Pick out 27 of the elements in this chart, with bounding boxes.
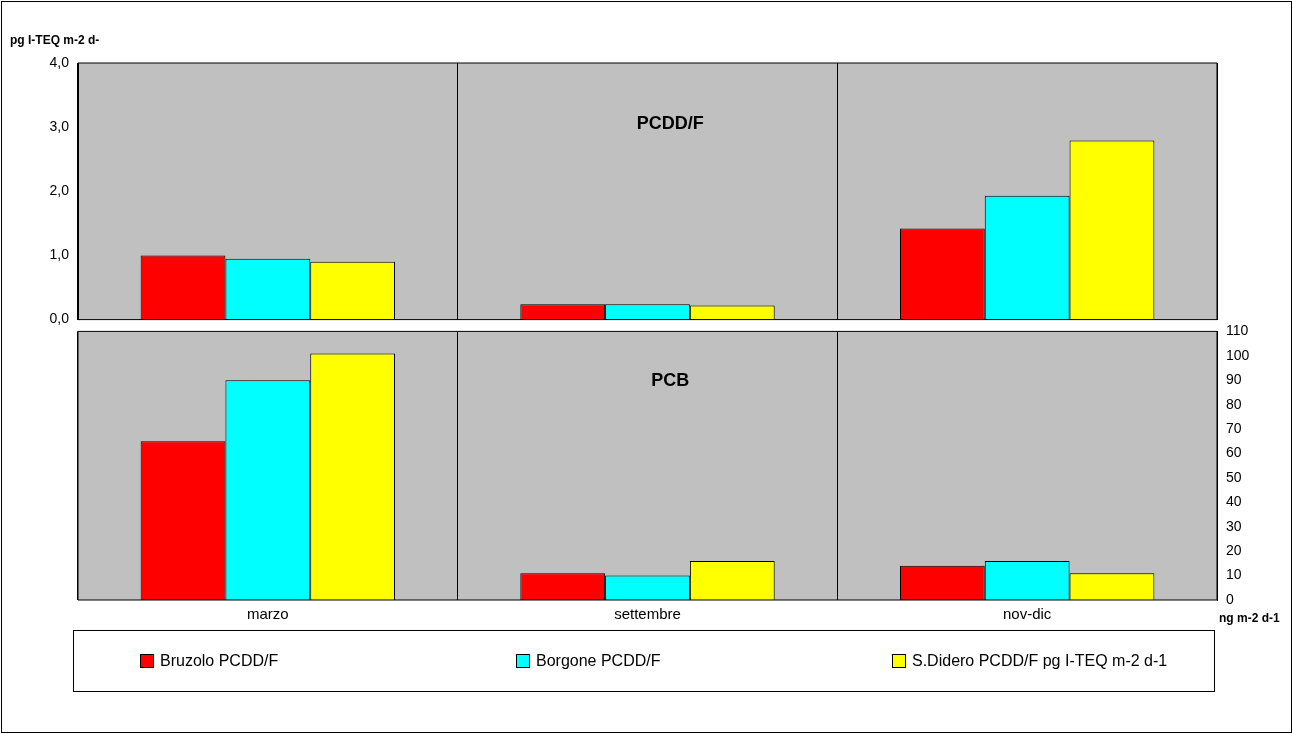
legend-label: Borgone PCDD/F [536, 652, 661, 670]
y2-tick-label: 10 [1226, 566, 1242, 583]
y2-tick-label: 100 [1226, 346, 1250, 363]
y2-axis-title: ng m-2 d-1 [1219, 611, 1280, 626]
y2-tick-label: 20 [1226, 542, 1242, 559]
y2-tick-label: 0 [1226, 590, 1234, 607]
legend-label: Bruzolo PCDD/F [160, 652, 279, 670]
y2-tick-label: 30 [1226, 517, 1242, 534]
y-tick-label: 0,0 [49, 310, 70, 327]
x-tick-label: nov-dic [1002, 605, 1052, 623]
y-axis-title: pg I-TEQ m-2 d- [10, 33, 100, 48]
text: PCDD/F [636, 112, 704, 133]
y2-tick-label: 80 [1226, 395, 1242, 412]
x-tick-label: settembre [614, 605, 681, 623]
legend-label: S.Didero PCDD/F pg I-TEQ m-2 d-1 [912, 652, 1168, 670]
y2-tick-label: 90 [1226, 371, 1242, 388]
y2-tick-label: 70 [1226, 419, 1242, 436]
text: PCB [651, 370, 690, 391]
y2-tick-label: 40 [1226, 493, 1242, 510]
y-tick-label: 1,0 [49, 246, 70, 263]
y2-tick-label: 50 [1226, 468, 1242, 485]
y-tick-label: 4,0 [49, 53, 70, 70]
y-tick-label: 2,0 [49, 182, 70, 199]
y2-tick-label: 110 [1226, 322, 1249, 339]
y2-tick-label: 60 [1226, 444, 1242, 461]
x-tick-label: marzo [246, 605, 289, 623]
y-tick-label: 3,0 [49, 118, 70, 135]
